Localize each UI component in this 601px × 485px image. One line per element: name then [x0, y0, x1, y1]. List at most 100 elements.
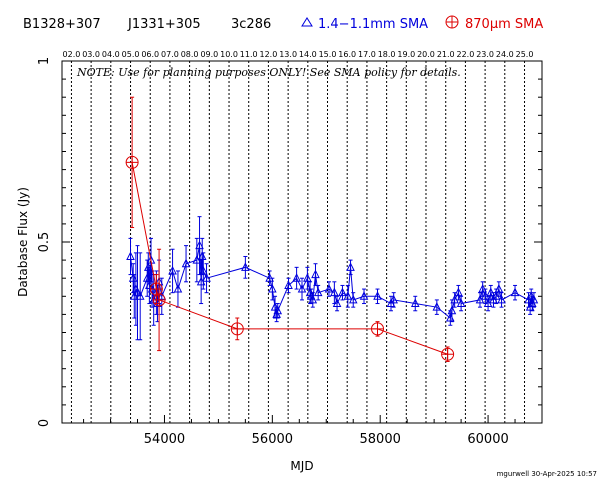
y-tick-label: 0.5 — [37, 232, 52, 253]
legend-triangle-icon — [301, 17, 313, 27]
legend-circle-plus-icon — [445, 15, 459, 29]
top-year-label: 13.0 — [279, 50, 297, 59]
top-year-label: 22.0 — [457, 50, 475, 59]
data-point-triangle — [198, 265, 208, 275]
legend-label-blue: 1.4−1.1mm SMA — [318, 17, 428, 32]
top-year-label: 05.0 — [122, 50, 140, 59]
top-year-label: 02.0 — [63, 50, 81, 59]
data-point-triangle — [133, 287, 142, 297]
top-year-label: 23.0 — [476, 50, 494, 59]
data-point-triangle — [181, 258, 191, 268]
legend-red-mu: μ — [490, 17, 498, 32]
data-point-triangle — [432, 302, 442, 311]
data-point-circle-plus — [441, 347, 455, 361]
data-point-triangle — [348, 294, 358, 304]
data-point-triangle — [324, 283, 334, 293]
data-point-triangle — [273, 305, 283, 315]
data-point-triangle — [510, 287, 520, 297]
source-name-1: B1328+307 — [23, 17, 101, 32]
top-year-label: 17.0 — [358, 50, 376, 59]
legend-red-suffix: m SMA — [498, 17, 543, 32]
legend-red-prefix: 870 — [465, 17, 490, 32]
data-point-triangle — [450, 294, 459, 304]
data-point-triangle — [128, 273, 138, 282]
top-year-label: 16.0 — [338, 50, 356, 59]
source-name-3: 3c286 — [231, 17, 271, 32]
top-year-label: 25.0 — [516, 50, 534, 59]
data-point-triangle — [529, 294, 539, 304]
data-point-triangle — [447, 305, 457, 315]
legend-label-red: 870μm SMA — [465, 17, 543, 32]
plot-frame — [61, 60, 543, 424]
data-point-triangle — [373, 291, 382, 300]
data-point-triangle — [268, 283, 277, 293]
data-point-triangle — [303, 273, 312, 282]
data-point-triangle — [389, 294, 398, 304]
data-point-circle-plus — [371, 322, 385, 336]
data-point-triangle — [346, 262, 355, 271]
x-axis-tick-labels: 54000 56000 58000 60000 — [144, 432, 509, 447]
data-point-triangle — [410, 298, 420, 308]
year-gridlines — [70, 61, 526, 423]
y-axis-tick-labels: 00.51 — [37, 57, 52, 427]
top-year-label: 19.0 — [397, 50, 415, 59]
data-point-triangle — [145, 280, 154, 289]
data-point-triangle — [330, 287, 339, 297]
top-year-label: 15.0 — [319, 50, 337, 59]
series-blue — [126, 216, 539, 341]
y-tick-label: 0 — [37, 419, 52, 427]
top-year-label: 18.0 — [378, 50, 396, 59]
data-point-triangle — [338, 287, 347, 297]
data-point-triangle — [313, 287, 323, 297]
data-point-triangle — [292, 273, 301, 282]
x-tick-label: 58000 — [360, 432, 401, 447]
data-point-triangle — [308, 294, 318, 304]
top-year-label: 07.0 — [161, 50, 179, 59]
data-point-triangle — [311, 269, 320, 279]
series-red — [125, 96, 455, 362]
data-point-triangle — [456, 298, 466, 308]
top-year-label: 12.0 — [259, 50, 277, 59]
top-axis-year-labels: 02.0 03.0 04.0 05.0 06.0 07.0 08.0 09.0 10.0 11.0… — [63, 50, 534, 59]
data-point-triangle — [494, 283, 504, 293]
y-axis-title: Database Flux (Jy) — [16, 187, 30, 297]
data-point-triangle — [202, 273, 211, 282]
data-point-triangle — [173, 283, 183, 293]
y-tick-label: 1 — [37, 57, 52, 65]
data-point-triangle — [297, 283, 307, 293]
data-point-triangle — [135, 291, 145, 300]
planning-note: NOTE: Use for planning purposes ONLY! Se… — [76, 66, 461, 79]
data-point-circle-plus — [149, 282, 163, 296]
top-year-label: 09.0 — [200, 50, 218, 59]
top-year-label: 11.0 — [240, 50, 258, 59]
top-year-label: 24.0 — [496, 50, 514, 59]
data-point-triangle — [497, 294, 506, 304]
data-point-triangle — [454, 287, 463, 297]
data-point-triangle — [195, 240, 204, 250]
x-tick-label: 54000 — [144, 432, 185, 447]
top-year-label: 03.0 — [82, 50, 100, 59]
axis-ticks — [62, 60, 543, 424]
data-point-circle-plus — [230, 322, 244, 336]
top-year-label: 06.0 — [141, 50, 159, 59]
data-point-triangle — [332, 298, 342, 308]
header: B1328+307 J1331+305 3c286 1.4−1.1mm SMA … — [23, 15, 543, 32]
top-year-label: 20.0 — [417, 50, 435, 59]
top-year-label: 08.0 — [181, 50, 199, 59]
data-point-circle-plus — [152, 293, 166, 307]
data-point-triangle — [197, 251, 207, 260]
data-point-triangle — [126, 251, 135, 260]
x-tick-label: 60000 — [467, 432, 508, 447]
data-point-triangle — [284, 280, 293, 289]
top-year-label: 04.0 — [102, 50, 120, 59]
top-year-label: 10.0 — [220, 50, 238, 59]
top-year-label: 21.0 — [437, 50, 455, 59]
data-point-triangle — [343, 291, 353, 300]
x-axis-title: MJD — [290, 459, 313, 473]
series-line — [129, 245, 535, 319]
footer-credit: mgurwell 30-Apr-2025 10:57 — [497, 470, 597, 478]
data-point-triangle — [241, 262, 250, 271]
data-point-triangle — [359, 291, 369, 300]
